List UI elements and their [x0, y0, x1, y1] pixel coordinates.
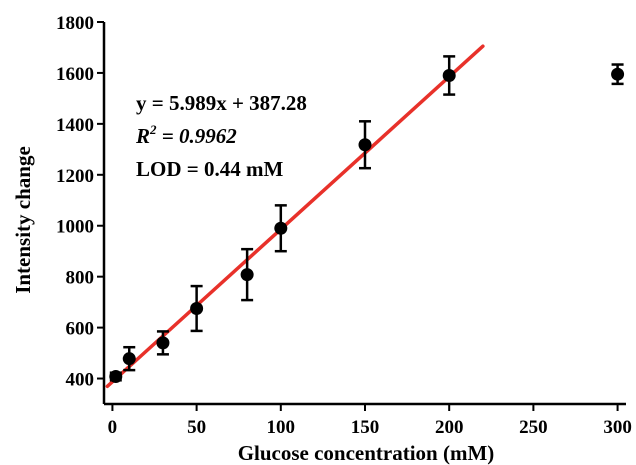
data-point [442, 55, 456, 96]
data-point [122, 345, 136, 372]
point-marker [122, 352, 136, 366]
y-tick-label: 1000 [56, 217, 94, 238]
x-axis-title: Glucose concentration (mM) [238, 441, 495, 465]
x-tick-label: 200 [435, 417, 464, 438]
y-tick-label: 1400 [56, 115, 94, 136]
r-squared-exponent: 2 [149, 122, 157, 137]
point-marker [109, 369, 123, 383]
y-tick-label: 1200 [56, 166, 94, 187]
y-tick-label: 1800 [56, 13, 94, 34]
x-ticks: 0 50 100 150 200 250 300 [108, 404, 632, 438]
x-tick-label: 0 [108, 417, 118, 438]
point-marker [611, 67, 625, 81]
data-point [156, 330, 170, 356]
r-squared-value: = 0.9962 [157, 124, 238, 148]
point-marker [442, 68, 456, 82]
r-squared: R2 = 0.9962 [135, 122, 237, 148]
fit-line [105, 44, 485, 389]
data-points [109, 55, 625, 383]
y-tick-label: 800 [66, 268, 95, 289]
point-marker [358, 138, 372, 152]
y-tick-label: 400 [66, 370, 95, 391]
point-marker [156, 336, 170, 350]
fit-line-group [105, 44, 485, 389]
x-tick-label: 150 [351, 417, 380, 438]
x-tick-label: 50 [187, 417, 206, 438]
limit-of-detection: LOD = 0.44 mM [136, 157, 283, 181]
point-marker [240, 268, 254, 282]
point-marker [274, 221, 288, 235]
data-point [274, 204, 288, 253]
y-tick-label: 600 [66, 319, 95, 340]
r-squared-symbol: R [135, 124, 150, 148]
y-ticks: 400 600 800 1000 1200 1400 1600 1800 [56, 13, 104, 391]
fit-equation: y = 5.989x + 387.28 [136, 91, 307, 115]
data-point [190, 284, 204, 333]
y-tick-label: 1600 [56, 64, 94, 85]
x-tick-label: 100 [267, 417, 296, 438]
x-tick-label: 250 [519, 417, 548, 438]
data-point [109, 369, 123, 383]
data-point [358, 120, 372, 170]
data-point [611, 63, 625, 86]
point-marker [190, 302, 204, 315]
data-point [240, 247, 254, 302]
y-axis-title: Intensity change [11, 146, 35, 294]
x-tick-label: 300 [603, 417, 632, 438]
